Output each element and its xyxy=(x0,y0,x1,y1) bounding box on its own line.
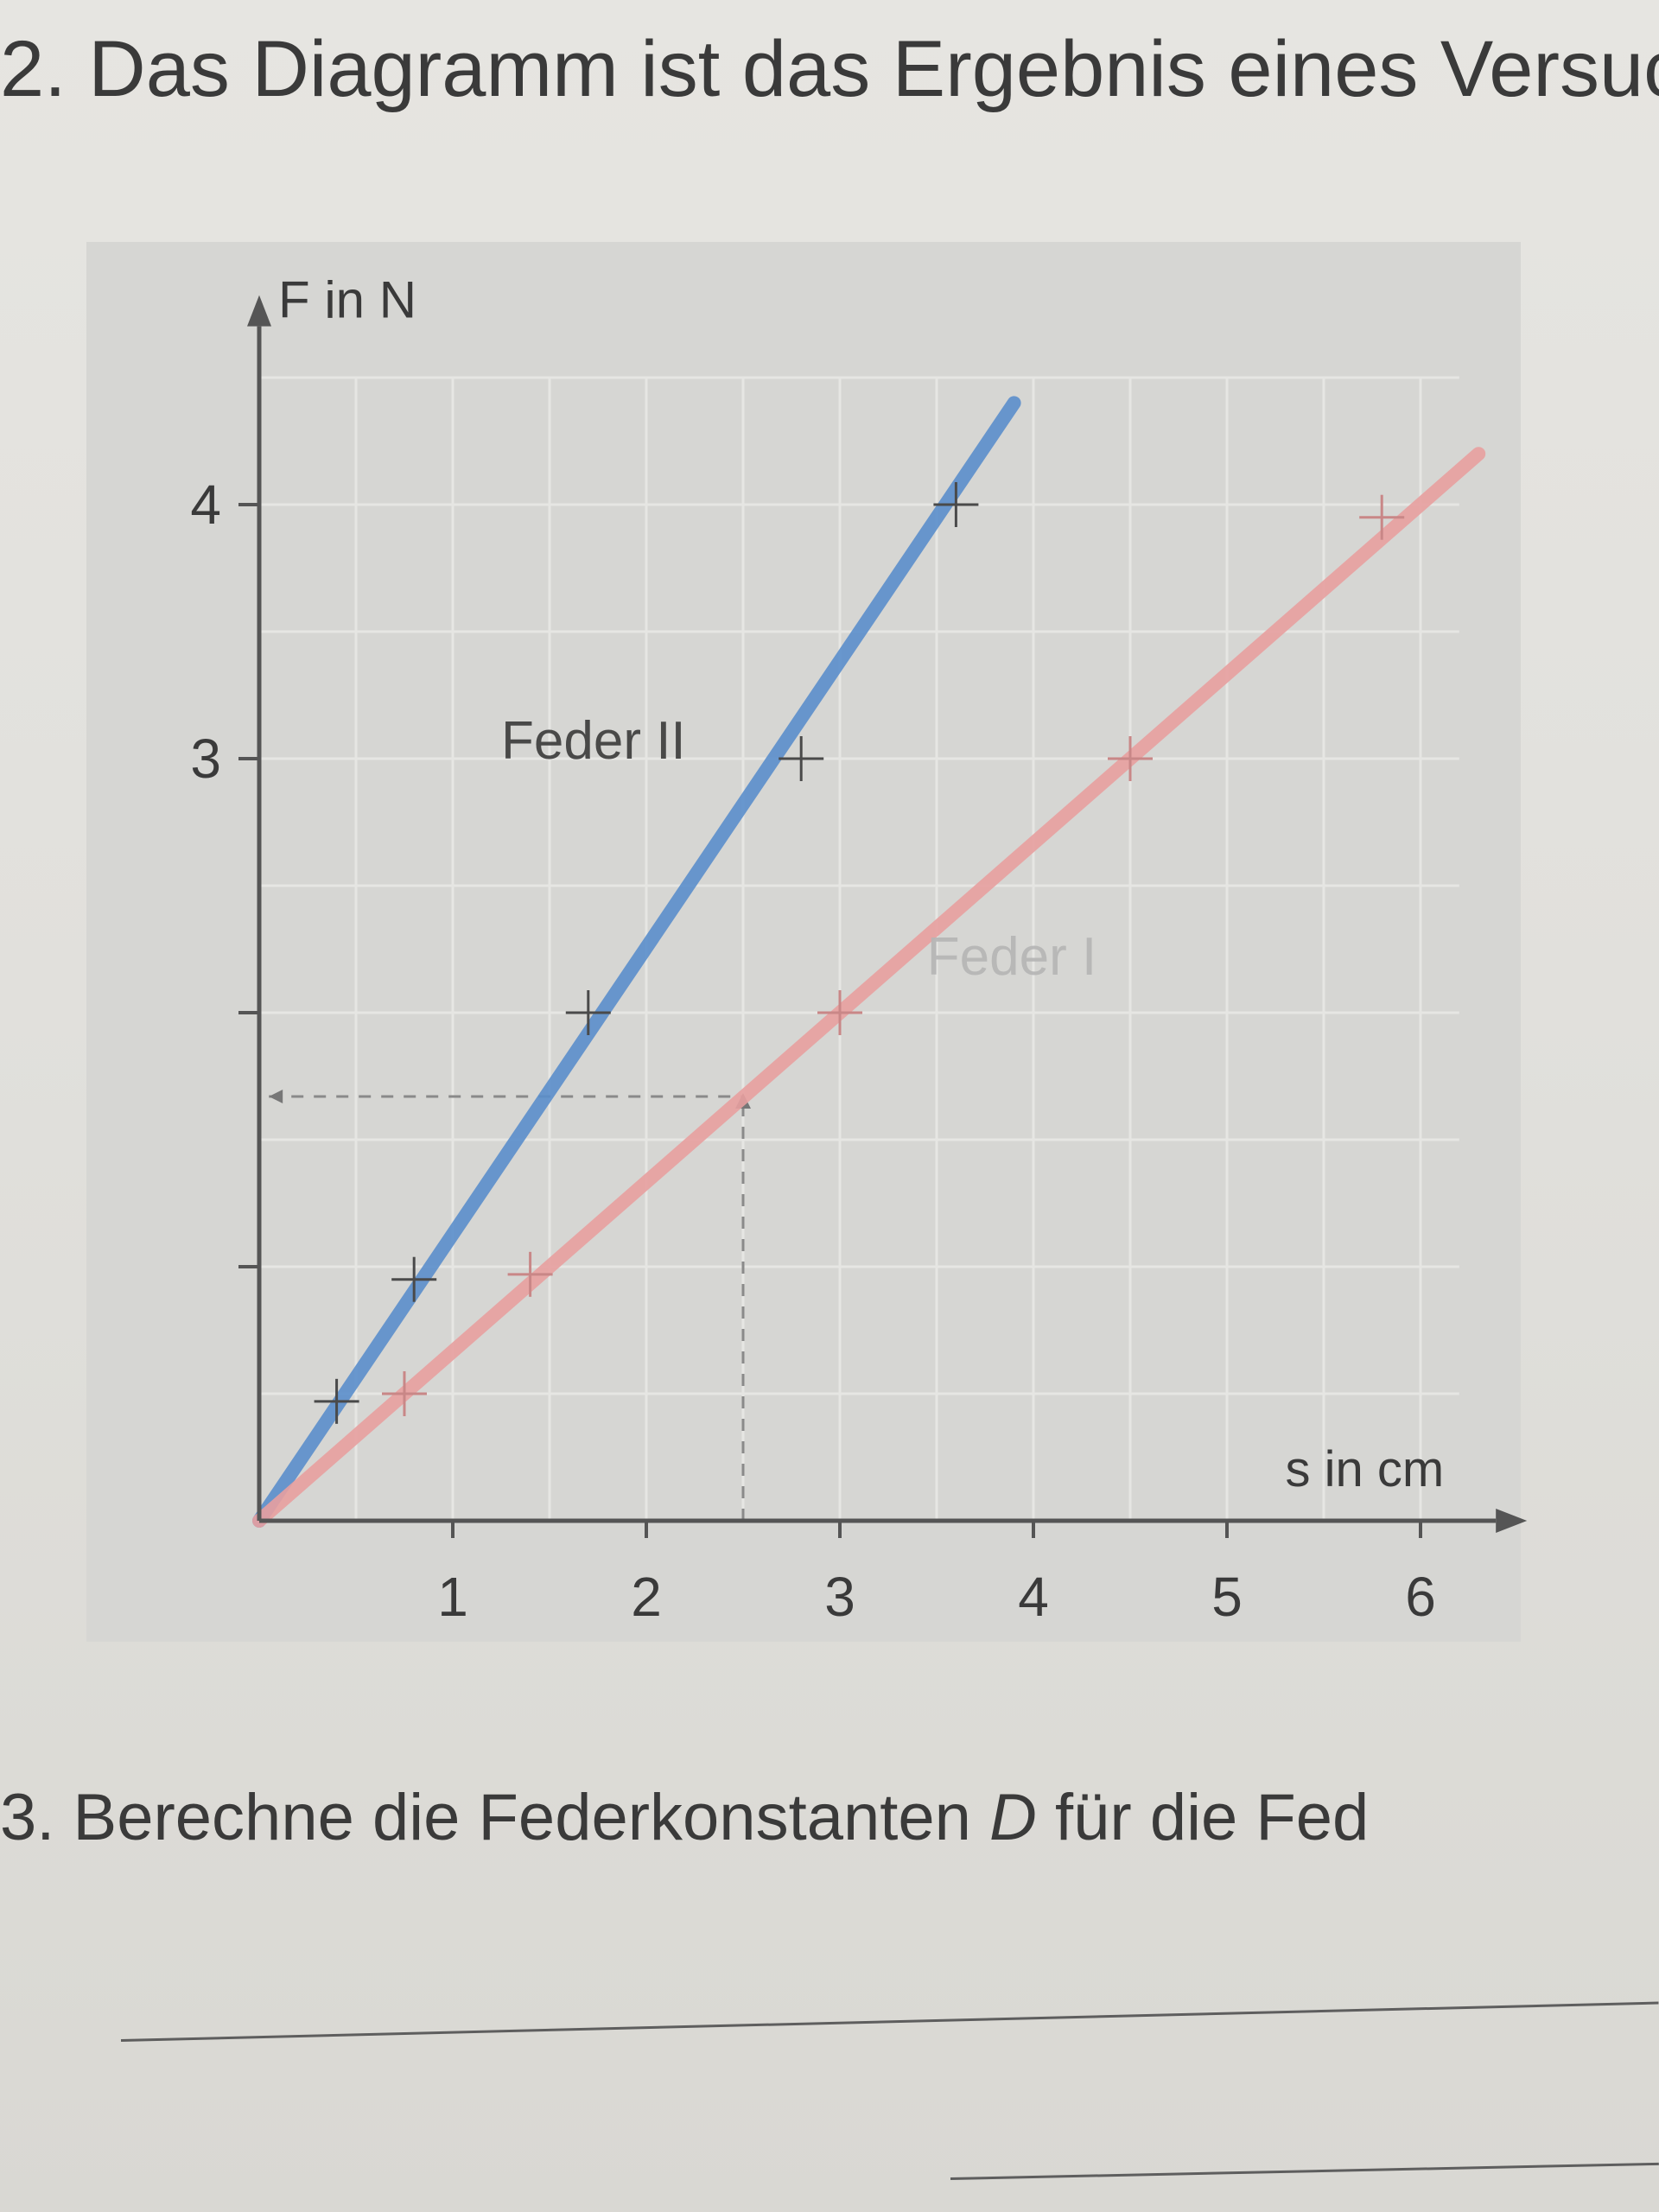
feder-i-line xyxy=(252,447,1486,1528)
task-3-text-before: Berechne die Federkonstanten xyxy=(73,1781,989,1854)
feder-ii-line xyxy=(252,396,1021,1528)
feder-ii-data-point xyxy=(391,1256,437,1302)
feder-i-data-point xyxy=(817,990,862,1035)
y-tick-label: 4 xyxy=(190,474,221,536)
feder-i-data-point xyxy=(1359,494,1405,540)
x-tick-label: 5 xyxy=(1211,1566,1243,1628)
x-tick-label: 6 xyxy=(1405,1566,1436,1628)
data-points xyxy=(314,482,1405,1424)
feder-i-label: Feder I xyxy=(927,927,1096,987)
task-3-variable: D xyxy=(989,1781,1037,1854)
task-2-text: Das Diagramm ist das Ergebnis eines Vers… xyxy=(88,25,1659,113)
series-lines xyxy=(252,396,1486,1528)
feder-i-data-point xyxy=(507,1251,553,1297)
force-extension-chart: Feder II Feder I 1 2 3 4 5 6 3 4 F in N s in cm xyxy=(190,271,1528,1628)
feder-ii-data-point xyxy=(779,736,824,781)
axes xyxy=(238,295,1528,1538)
task-3-heading: 3. Berechne die Federkonstanten D für di… xyxy=(0,1780,1369,1855)
task-2-heading: 2. Das Diagramm ist das Ergebnis eines V… xyxy=(0,24,1659,115)
y-tick-label: 3 xyxy=(190,728,221,790)
x-tick-label: 3 xyxy=(824,1566,855,1628)
task-2-number: 2. xyxy=(0,25,67,113)
figure-panel xyxy=(86,242,1521,1642)
task-3-number: 3. xyxy=(0,1781,55,1854)
task-3-text-after: für die Fed xyxy=(1036,1781,1370,1854)
x-tick-label: 2 xyxy=(631,1566,662,1628)
x-tick-label: 1 xyxy=(437,1566,468,1628)
guide-arrow-left xyxy=(269,1090,283,1104)
feder-ii-data-point xyxy=(314,1378,359,1424)
answer-line-2[interactable] xyxy=(950,2162,1659,2180)
feder-ii-label: Feder II xyxy=(501,711,686,771)
feder-i-data-point xyxy=(1108,736,1153,781)
feder-i-data-point xyxy=(382,1371,427,1416)
x-axis-arrow xyxy=(1496,1509,1528,1533)
grid xyxy=(259,376,1459,1521)
chart-text: Feder II Feder I 1 2 3 4 5 6 3 4 F in N s in cm xyxy=(190,271,1444,1628)
y-axis-arrow xyxy=(247,295,271,327)
y-axis-label: F in N xyxy=(278,271,416,329)
feder-ii-data-point xyxy=(565,990,611,1035)
x-axis-label: s in cm xyxy=(1286,1441,1445,1497)
feder-ii-data-point xyxy=(933,482,979,527)
answer-line-1[interactable] xyxy=(120,2001,1659,2042)
x-tick-label: 4 xyxy=(1018,1566,1049,1628)
